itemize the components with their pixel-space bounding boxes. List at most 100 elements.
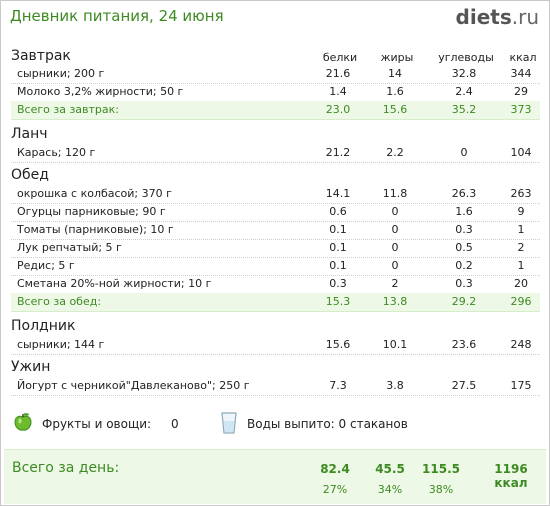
carbs-value: 0.2	[455, 259, 473, 272]
kcal-value: 29	[514, 85, 528, 98]
logo-main: diets	[455, 5, 512, 29]
protein-value: 0.1	[329, 223, 347, 236]
total-row-dinner: Всего за обед: 15.3 13.8 29.2 296	[11, 293, 540, 312]
header: Дневник питания, 24 июня diets.ru	[1, 1, 549, 35]
kcal-value: 344	[510, 67, 532, 80]
column-fat: жиры	[380, 51, 414, 64]
protein-value: 7.3	[329, 379, 347, 392]
protein-value: 0.6	[329, 205, 347, 218]
protein-value: 21.6	[325, 67, 351, 80]
day-carbs-pct: 38%	[428, 483, 454, 496]
protein-value: 14.1	[325, 187, 351, 200]
kcal-value: 1	[517, 223, 525, 236]
day-total-panel: Всего за день: 82.4 45.5 115.5 1196 ккал…	[4, 449, 546, 504]
column-protein: белки	[322, 51, 358, 64]
fat-value: 14	[388, 67, 402, 80]
page-title: Дневник питания, 24 июня	[10, 7, 224, 25]
protein-total: 15.3	[325, 295, 351, 308]
carbs-value: 0.3	[455, 223, 473, 236]
table-row: окрошка с колбасой; 370 г 14.1 11.8 26.3…	[11, 185, 540, 204]
table-row: Молоко 3,2% жирности; 50 г 1.4 1.6 2.4 2…	[11, 83, 540, 102]
food-name: Лук репчатый; 5 г	[17, 241, 122, 254]
section-title-snack: Полдник	[11, 318, 76, 334]
section-title-breakfast: Завтрак	[11, 48, 71, 64]
day-fat: 45.5	[375, 462, 405, 476]
carbs-value: 26.3	[451, 187, 477, 200]
protein-value: 0.1	[329, 259, 347, 272]
fat-total: 13.8	[382, 295, 408, 308]
kcal-value: 9	[517, 205, 525, 218]
fruits-value: 0	[171, 417, 179, 431]
food-name: сырники; 200 г	[17, 67, 105, 80]
protein-value: 15.6	[325, 338, 351, 351]
carbs-value: 32.8	[451, 67, 477, 80]
day-protein-pct: 27%	[322, 483, 348, 496]
carbs-value: 0.3	[455, 277, 473, 290]
protein-value: 0.3	[329, 277, 347, 290]
kcal-value: 248	[510, 338, 532, 351]
food-name: Карась; 120 г	[17, 146, 96, 159]
fruits-label: Фрукты и овощи:	[42, 417, 152, 431]
water-glass-icon	[221, 412, 237, 434]
fat-total: 15.6	[382, 103, 408, 116]
food-name: Йогурт с черникой"Давлеканово"; 250 г	[17, 379, 250, 392]
day-protein: 82.4	[320, 462, 350, 476]
carbs-value: 27.5	[451, 379, 477, 392]
fat-value: 2	[391, 277, 399, 290]
table-row: Огурцы парниковые; 90 г 0.6 0 1.6 9	[11, 203, 540, 222]
food-name: Молоко 3,2% жирности; 50 г	[17, 85, 184, 98]
section-title-dinner: Обед	[11, 167, 49, 183]
table-row: Сметана 20%-ной жирности; 10 г 0.3 2 0.3…	[11, 275, 540, 294]
food-name: Томаты (парниковые); 10 г	[17, 223, 174, 236]
table-row: Карась; 120 г 21.2 2.2 0 104	[11, 144, 540, 163]
protein-total: 23.0	[325, 103, 351, 116]
extras-bar: Фрукты и овощи: 0 Воды выпито: 0 стакано…	[11, 409, 541, 439]
carbs-total: 29.2	[451, 295, 477, 308]
column-carbs: углеводы	[438, 51, 494, 64]
total-label: Всего за обед:	[17, 295, 102, 308]
day-total-label: Всего за день:	[12, 460, 120, 476]
food-name: окрошка с колбасой; 370 г	[17, 187, 172, 200]
section-title-supper: Ужин	[11, 359, 51, 375]
protein-value: 1.4	[329, 85, 347, 98]
kcal-total: 373	[510, 103, 532, 116]
carbs-value: 0.5	[455, 241, 473, 254]
kcal-value: 263	[510, 187, 532, 200]
food-name: Огурцы парниковые; 90 г	[17, 205, 166, 218]
food-name: Сметана 20%-ной жирности; 10 г	[17, 277, 212, 290]
fat-value: 0	[391, 223, 399, 236]
day-carbs: 115.5	[422, 462, 460, 476]
site-logo[interactable]: diets.ru	[456, 5, 539, 29]
carbs-total: 35.2	[451, 103, 477, 116]
kcal-value: 104	[510, 146, 532, 159]
day-kcal: 1196 ккал	[494, 462, 528, 490]
table-row: Йогурт с черникой"Давлеканово"; 250 г 7.…	[11, 377, 540, 396]
fat-value: 10.1	[382, 338, 408, 351]
food-name: Редис; 5 г	[17, 259, 75, 272]
kcal-value: 1	[517, 259, 525, 272]
food-name: сырники; 144 г	[17, 338, 105, 351]
kcal-value: 2	[517, 241, 525, 254]
table-row: Томаты (парниковые); 10 г 0.1 0 0.3 1	[11, 221, 540, 240]
kcal-value: 175	[510, 379, 532, 392]
protein-value: 21.2	[325, 146, 351, 159]
apple-icon	[14, 413, 32, 431]
column-kcal: ккал	[509, 51, 537, 64]
day-fat-pct: 34%	[377, 483, 403, 496]
fat-value: 0	[391, 205, 399, 218]
logo-suffix: .ru	[511, 5, 539, 29]
table-row: сырники; 200 г 21.6 14 32.8 344	[11, 65, 540, 84]
total-row-breakfast: Всего за завтрак: 23.0 15.6 35.2 373	[11, 101, 540, 120]
table-row: Лук репчатый; 5 г 0.1 0 0.5 2	[11, 239, 540, 258]
table-row: Редис; 5 г 0.1 0 0.2 1	[11, 257, 540, 276]
total-label: Всего за завтрак:	[17, 103, 120, 116]
carbs-value: 1.6	[455, 205, 473, 218]
fat-value: 3.8	[386, 379, 404, 392]
fat-value: 1.6	[386, 85, 404, 98]
carbs-value: 2.4	[455, 85, 473, 98]
kcal-total: 296	[510, 295, 532, 308]
protein-value: 0.1	[329, 241, 347, 254]
section-title-lunch: Ланч	[11, 126, 48, 142]
fat-value: 0	[391, 241, 399, 254]
